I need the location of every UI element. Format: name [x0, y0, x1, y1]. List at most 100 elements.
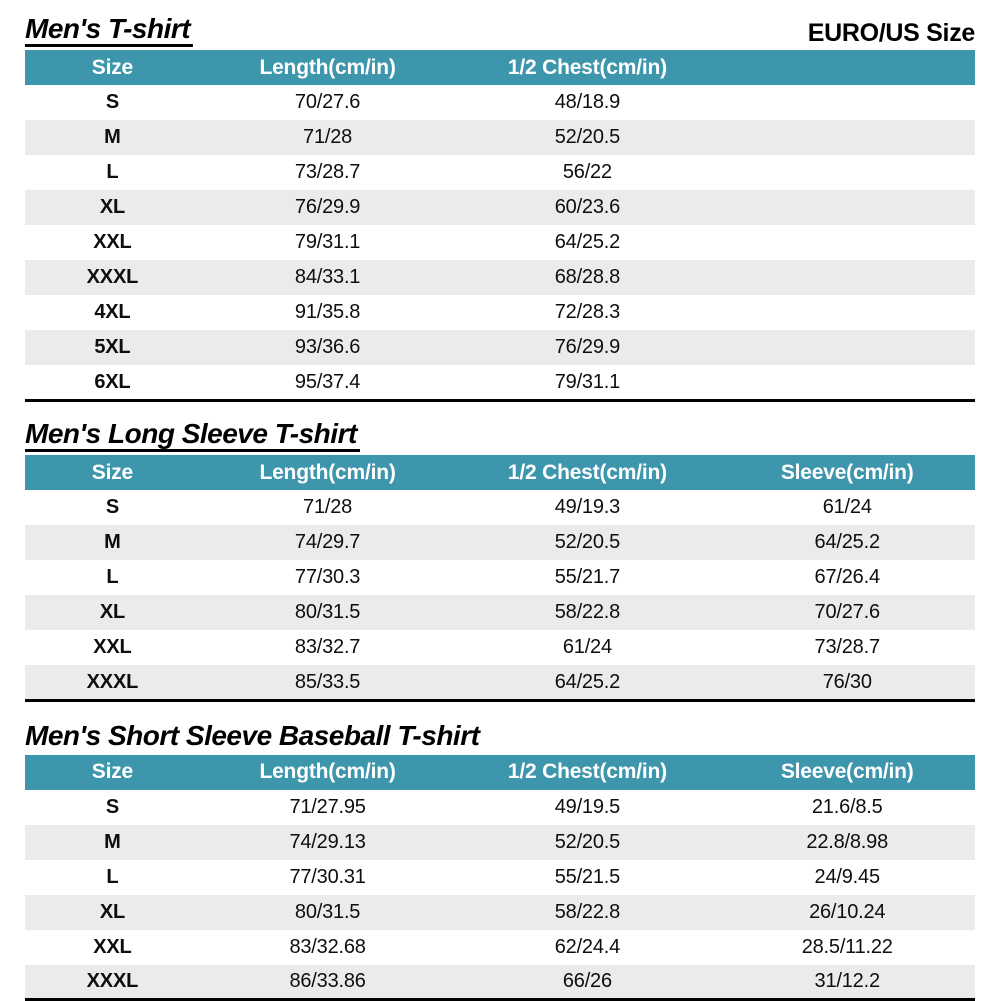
measurement-cell: 83/32.68 [289, 935, 366, 958]
size-cell: XL [99, 900, 125, 923]
table-header-row: Size Length(cm/in) 1/2 Chest(cm/in) Sleeve(… [25, 455, 975, 491]
size-cell: L [106, 566, 119, 589]
measurement-cell: 49/19.3 [554, 496, 621, 519]
measurement-cell: 24/9.45 [814, 865, 881, 888]
measurement-cell: 73/28.7 [294, 161, 361, 184]
size-cell: 4XL [94, 301, 131, 324]
measurement-cell: 52/20.5 [554, 531, 621, 554]
mens-short-sleeve-baseball-size-table: Size Length(cm/in) 1/2 Chest(cm/in) Sleeve(… [25, 754, 975, 1001]
size-cell: M [104, 126, 121, 149]
measurement-cell: 85/33.5 [294, 670, 361, 693]
size-cell: XXL [93, 231, 132, 254]
size-row: S 70/27.6 48/18.9 [25, 85, 975, 120]
column-header [719, 50, 975, 86]
column-header: 1/2 Chest(cm/in) [455, 455, 720, 491]
size-cell: XXL [93, 636, 132, 659]
table-header-row: Size Length(cm/in) 1/2 Chest(cm/in) Sleeve(… [25, 754, 975, 790]
section-head: Men's Short Sleeve Baseball T-shirt [25, 719, 975, 752]
column-header: Sleeve(cm/in) [719, 455, 975, 491]
measurement-cell: 77/30.3 [294, 566, 361, 589]
measurement-cell: 79/31.1 [554, 370, 621, 393]
size-row: XXL 83/32.68 62/24.4 28.5/11.22 [25, 930, 975, 965]
size-cell: XL [99, 196, 125, 219]
mens-tshirt-size-table: Size Length(cm/in) 1/2 Chest(cm/in) S 70/27.… [25, 50, 975, 402]
measurement-cell: 21.6/8.5 [811, 795, 883, 818]
size-cell: XXXL [86, 670, 139, 693]
measurement-cell: 76/29.9 [554, 336, 621, 359]
column-header: 1/2 Chest(cm/in) [455, 50, 720, 86]
size-cell: L [106, 865, 119, 888]
size-cell: M [104, 531, 121, 554]
measurement-cell: 68/28.8 [554, 266, 621, 289]
size-standard-label: EURO/US Size [807, 18, 976, 47]
size-row: XXL 83/32.7 61/24 73/28.7 [25, 630, 975, 665]
size-cell: XL [99, 601, 125, 624]
measurement-cell: 56/22 [562, 161, 612, 184]
measurement-cell: 49/19.5 [554, 795, 621, 818]
measurement-cell: 28.5/11.22 [801, 935, 893, 958]
size-cell: S [105, 91, 119, 114]
size-cell: XXL [93, 935, 132, 958]
size-cell: L [106, 161, 119, 184]
measurement-cell: 52/20.5 [554, 126, 621, 149]
column-header: Sleeve(cm/in) [719, 754, 975, 790]
measurement-cell: 71/28 [303, 496, 353, 519]
size-row: M 74/29.13 52/20.5 22.8/8.98 [25, 824, 975, 860]
size-row: L 73/28.7 56/22 [25, 155, 975, 190]
measurement-cell: 52/20.5 [554, 830, 621, 853]
measurement-cell: 91/35.8 [294, 301, 361, 324]
measurement-cell: 83/32.7 [294, 636, 361, 659]
size-cell: M [104, 830, 121, 853]
size-row: 5XL 93/36.6 76/29.9 [25, 330, 975, 366]
measurement-cell: 64/25.2 [554, 231, 621, 254]
column-header: Size [25, 754, 200, 790]
size-row: 4XL 91/35.8 72/28.3 [25, 295, 975, 330]
measurement-cell: 84/33.1 [294, 266, 361, 289]
section-mens-tshirt: Men's T-shirt EURO/US Size Size Length(cm… [25, 14, 975, 402]
column-header: Length(cm/in) [199, 754, 456, 790]
measurement-cell: 64/25.2 [814, 531, 881, 554]
section-mens-short-sleeve-baseball-tshirt: Men's Short Sleeve Baseball T-shirt Size… [25, 719, 975, 1001]
measurement-cell: 70/27.6 [814, 601, 881, 624]
measurement-cell: 95/37.4 [294, 370, 361, 393]
section-head: Men's T-shirt EURO/US Size [25, 14, 976, 48]
size-row: M 71/28 52/20.5 [25, 120, 975, 156]
measurement-cell: 76/29.9 [294, 196, 361, 219]
measurement-cell: 61/24 [822, 496, 872, 519]
measurement-cell: 80/31.5 [294, 601, 361, 624]
measurement-cell: 93/36.6 [294, 336, 361, 359]
size-row: XXXL 86/33.86 66/26 31/12.2 [25, 964, 975, 1000]
measurement-cell: 71/28 [303, 126, 353, 149]
size-row: S 71/27.95 49/19.5 21.6/8.5 [25, 790, 975, 825]
size-cell: XXXL [86, 266, 139, 289]
measurement-cell: 86/33.86 [289, 970, 366, 993]
measurement-cell: 79/31.1 [294, 231, 361, 254]
section-title-mens-short-sleeve-baseball-tshirt: Men's Short Sleeve Baseball T-shirt [25, 720, 480, 752]
column-header: Size [25, 455, 200, 491]
column-header: Length(cm/in) [199, 50, 456, 86]
measurement-cell [719, 120, 975, 155]
measurement-cell: 74/29.7 [294, 531, 361, 554]
measurement-cell [719, 225, 975, 260]
size-row: M 74/29.7 52/20.5 64/25.2 [25, 525, 975, 561]
measurement-cell [719, 330, 975, 365]
measurement-cell: 73/28.7 [814, 636, 881, 659]
size-cell: S [105, 496, 119, 519]
mens-long-sleeve-size-table: Size Length(cm/in) 1/2 Chest(cm/in) Sleeve(… [25, 455, 975, 702]
measurement-cell [719, 85, 975, 120]
column-header: Length(cm/in) [199, 455, 456, 491]
size-cell: S [105, 795, 119, 818]
measurement-cell: 58/22.8 [554, 601, 621, 624]
size-row: XL 80/31.5 58/22.8 26/10.24 [25, 894, 975, 930]
measurement-cell: 76/30 [822, 670, 872, 693]
measurement-cell [719, 260, 975, 295]
measurement-cell [719, 365, 975, 400]
size-row: XXL 79/31.1 64/25.2 [25, 225, 975, 260]
measurement-cell: 61/24 [562, 636, 612, 659]
measurement-cell: 58/22.8 [554, 900, 621, 923]
size-row: L 77/30.31 55/21.5 24/9.45 [25, 860, 975, 895]
measurement-cell: 22.8/8.98 [806, 830, 889, 853]
size-row: L 77/30.3 55/21.7 67/26.4 [25, 560, 975, 595]
section-head: Men's Long Sleeve T-shirt [25, 419, 975, 453]
